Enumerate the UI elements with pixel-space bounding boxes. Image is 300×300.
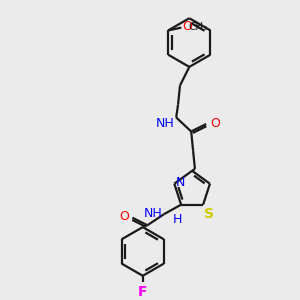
Text: H: H [173, 213, 182, 226]
Text: NH: NH [156, 116, 174, 130]
Text: CH₃: CH₃ [189, 22, 208, 32]
Text: S: S [204, 206, 214, 220]
Text: O: O [210, 117, 220, 130]
Text: N: N [176, 176, 186, 189]
Text: NH: NH [144, 207, 162, 220]
Text: F: F [138, 285, 148, 299]
Text: O: O [182, 20, 192, 33]
Text: O: O [119, 210, 129, 223]
